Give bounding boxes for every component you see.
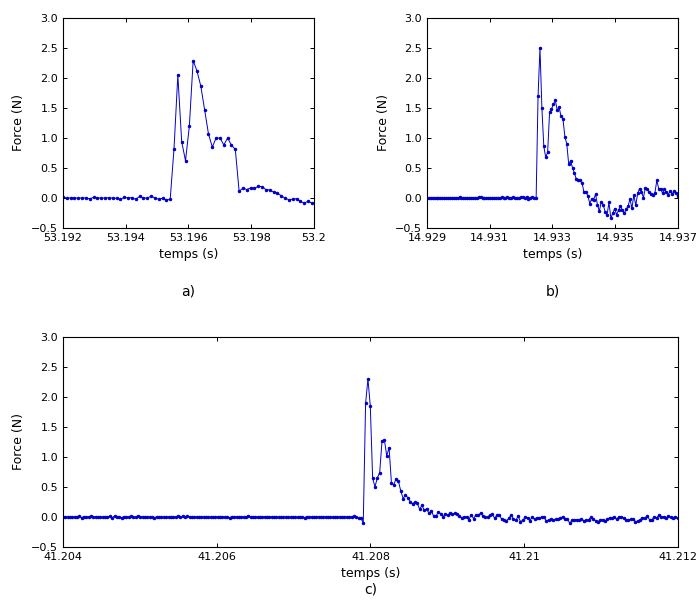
Text: c): c) — [364, 582, 377, 596]
Y-axis label: Force (N): Force (N) — [13, 413, 25, 471]
X-axis label: temps (s): temps (s) — [523, 248, 582, 261]
Text: b): b) — [545, 284, 560, 298]
Y-axis label: Force (N): Force (N) — [13, 94, 25, 151]
Y-axis label: Force (N): Force (N) — [377, 94, 389, 151]
X-axis label: temps (s): temps (s) — [159, 248, 218, 261]
Text: a): a) — [182, 284, 196, 298]
X-axis label: temps (s): temps (s) — [341, 567, 400, 581]
